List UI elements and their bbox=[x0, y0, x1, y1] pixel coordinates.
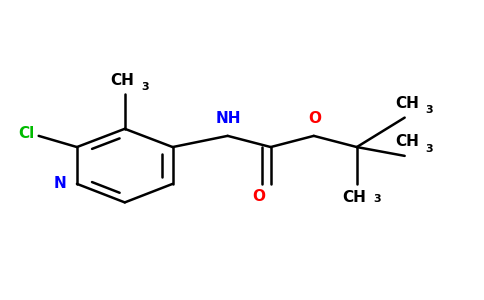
Text: 3: 3 bbox=[426, 143, 433, 154]
Text: N: N bbox=[54, 176, 66, 191]
Text: 3: 3 bbox=[141, 82, 149, 92]
Text: NH: NH bbox=[216, 111, 242, 126]
Text: 3: 3 bbox=[373, 194, 381, 205]
Text: O: O bbox=[252, 189, 265, 204]
Text: O: O bbox=[308, 111, 321, 126]
Text: CH: CH bbox=[395, 134, 419, 149]
Text: CH: CH bbox=[395, 96, 419, 111]
Text: 3: 3 bbox=[426, 105, 433, 115]
Text: CH: CH bbox=[343, 190, 366, 205]
Text: CH: CH bbox=[110, 73, 135, 88]
Text: Cl: Cl bbox=[18, 126, 35, 141]
